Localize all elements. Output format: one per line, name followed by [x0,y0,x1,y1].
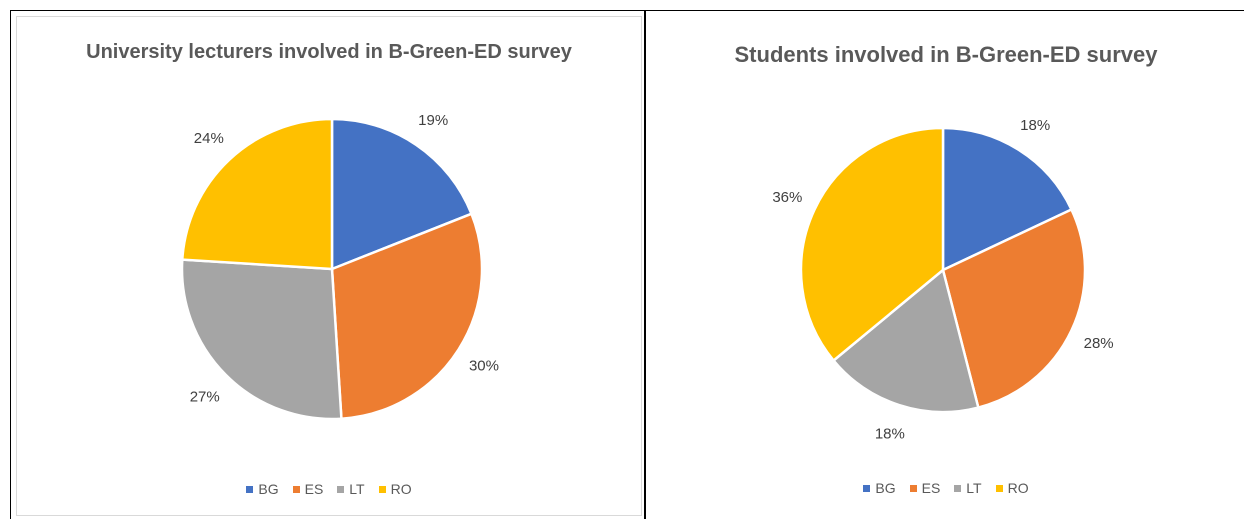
legend-swatch-es [910,485,917,492]
legend-item-lt: LT [954,480,981,496]
students-pie-chart: 18% 28% 18% 36% [648,16,1244,516]
legend-label-bg: BG [875,480,895,496]
legend-label-lt: LT [966,480,981,496]
lecturers-data-label-ro: 24% [194,130,224,147]
legend-item-es: ES [910,480,941,496]
legend-item-ro: RO [996,480,1029,496]
legend-label-es: ES [922,480,941,496]
lecturers-pie-chart: 19% 30% 27% 24% [17,17,643,517]
legend-swatch-ro [996,485,1003,492]
legend-swatch-lt [954,485,961,492]
lecturers-data-label-lt: 27% [190,388,220,405]
panel-divider [644,10,646,519]
legend-item-ro: RO [379,481,412,497]
legend-label-ro: RO [391,481,412,497]
lecturers-chart-panel: University lecturers involved in B-Green… [16,16,642,516]
legend-label-lt: LT [349,481,364,497]
lecturers-data-label-bg: 19% [418,112,448,129]
legend-label-es: ES [305,481,324,497]
lecturers-data-label-es: 30% [469,357,499,374]
legend-swatch-bg [246,486,253,493]
legend-swatch-es [293,486,300,493]
legend-label-bg: BG [258,481,278,497]
legend-swatch-bg [863,485,870,492]
legend-item-lt: LT [337,481,364,497]
students-data-label-lt: 18% [875,426,905,443]
legend-item-bg: BG [246,481,278,497]
students-chart-panel: Students involved in B-Green-ED survey 1… [648,16,1244,516]
students-data-label-es: 28% [1084,335,1114,352]
students-legend: BG ES LT RO [648,480,1244,496]
legend-item-bg: BG [863,480,895,496]
legend-label-ro: RO [1008,480,1029,496]
legend-swatch-lt [337,486,344,493]
legend-swatch-ro [379,486,386,493]
lecturers-legend: BG ES LT RO [17,481,641,497]
students-data-label-ro: 36% [772,189,802,206]
legend-item-es: ES [293,481,324,497]
students-data-label-bg: 18% [1020,117,1050,134]
